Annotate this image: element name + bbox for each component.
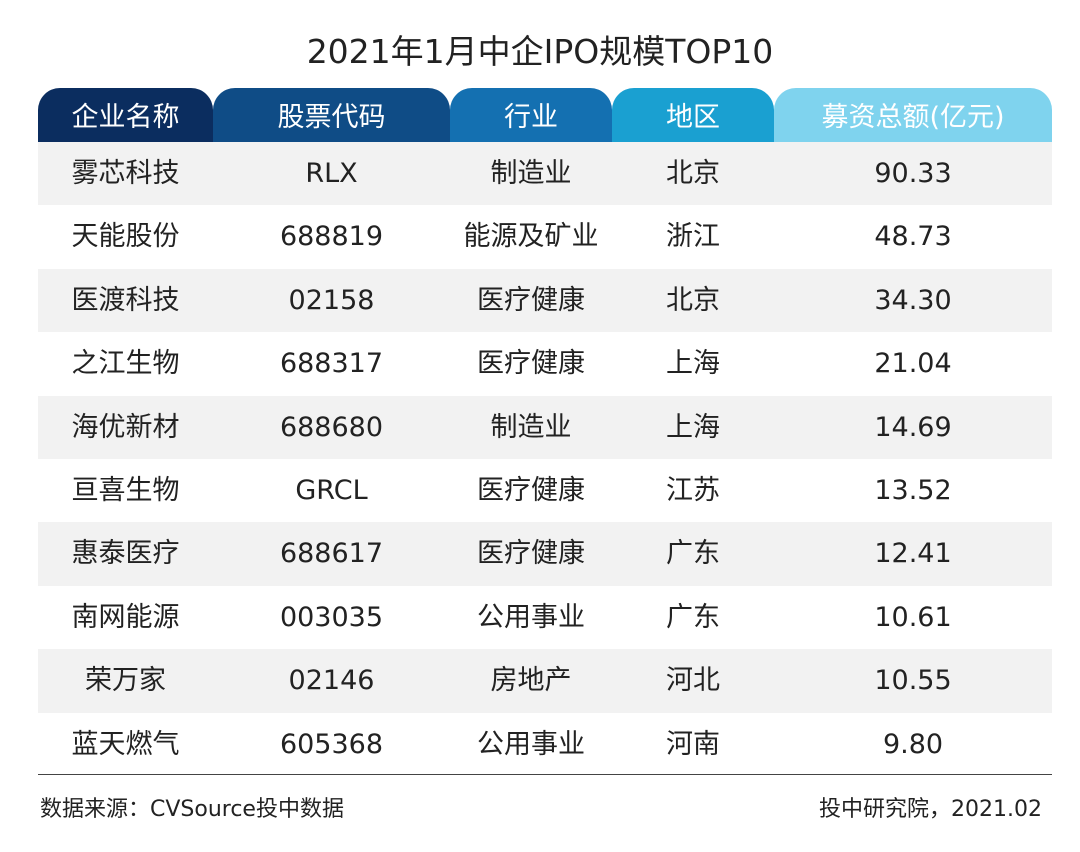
cell-stock-code: RLX xyxy=(305,158,358,189)
cell-stock-code: 02158 xyxy=(288,284,375,316)
header-region: 地区 xyxy=(612,88,774,142)
cell-company-name: 之江生物 xyxy=(71,348,180,380)
cell-amount-raised: 10.61 xyxy=(874,601,952,633)
cell-industry: 医疗健康 xyxy=(477,284,585,316)
cell-amount-raised: 14.69 xyxy=(874,411,952,443)
cell-amount-raised: 10.55 xyxy=(874,665,952,697)
cell-stock-code: 003035 xyxy=(279,601,384,633)
cell-company-name: 海优新材 xyxy=(71,411,180,443)
data-source: 数据来源：CVSource投中数据 xyxy=(40,797,344,822)
table-bottom-rule xyxy=(38,774,1052,775)
cell-stock-code: 02146 xyxy=(288,665,375,697)
ipo-table: 企业名称 股票代码 行业 地区 募资总额(亿元) 雾芯科技 RLX 制造业 北京 90.33 天能… xyxy=(38,88,1052,776)
cell-industry: 房地产 xyxy=(490,665,572,697)
cell-stock-code: 688617 xyxy=(279,538,384,570)
table-row: 雾芯科技 RLX 制造业 北京 90.33 xyxy=(38,142,1052,206)
cell-region: 江苏 xyxy=(666,474,720,506)
table-row: 医渡科技 02158 医疗健康 北京 34.30 xyxy=(38,268,1052,333)
cell-amount-raised: 21.04 xyxy=(874,348,952,380)
cell-company-name: 荣万家 xyxy=(85,665,166,697)
cell-industry: 能源及矿业 xyxy=(463,221,599,253)
cell-industry: 医疗健康 xyxy=(477,348,585,380)
cell-amount-raised: 48.73 xyxy=(874,221,952,253)
table-row: 亘喜生物 GRCL 医疗健康 江苏 13.52 xyxy=(38,459,1052,522)
cell-stock-code: 605368 xyxy=(279,728,384,760)
cell-region: 上海 xyxy=(666,348,720,380)
table-row: 天能股份 688819 能源及矿业 浙江 48.73 xyxy=(38,205,1052,268)
cell-stock-code: 688317 xyxy=(279,348,384,380)
cell-industry: 医疗健康 xyxy=(477,538,585,570)
chart-title: 2021年1月中企IPO规模TOP10 xyxy=(306,32,774,71)
cell-amount-raised: 13.52 xyxy=(874,474,952,506)
table-body: 雾芯科技 RLX 制造业 北京 90.33 天能股份 688819 能源及矿业 浙江 48.73 医… xyxy=(38,142,1052,776)
table-row: 南网能源 003035 公用事业 广东 10.61 xyxy=(38,586,1052,649)
cell-stock-code: GRCL xyxy=(295,474,368,506)
cell-company-name: 天能股份 xyxy=(71,221,180,253)
cell-region: 北京 xyxy=(666,158,720,189)
table-row: 之江生物 688317 医疗健康 上海 21.04 xyxy=(38,332,1052,395)
cell-company-name: 惠泰医疗 xyxy=(71,538,180,570)
cell-amount-raised: 90.33 xyxy=(874,158,952,189)
cell-company-name: 医渡科技 xyxy=(71,284,180,316)
cell-region: 河北 xyxy=(666,665,720,697)
cell-industry: 公用事业 xyxy=(477,601,585,633)
table-row: 蓝天燃气 605368 公用事业 河南 9.80 xyxy=(38,713,1052,776)
cell-industry: 公用事业 xyxy=(477,728,585,760)
header-industry: 行业 xyxy=(450,88,612,142)
cell-amount-raised: 9.80 xyxy=(882,728,944,760)
cell-stock-code: 688680 xyxy=(279,411,384,443)
header-stock-code: 股票代码 xyxy=(213,88,450,142)
credit-line: 投中研究院，2021.02 xyxy=(819,797,1042,822)
cell-region: 河南 xyxy=(666,728,720,760)
cell-industry: 医疗健康 xyxy=(477,474,585,506)
cell-amount-raised: 34.30 xyxy=(874,284,952,316)
cell-industry: 制造业 xyxy=(490,158,572,189)
header-amount-raised: 募资总额(亿元) xyxy=(774,88,1052,142)
cell-company-name: 亘喜生物 xyxy=(71,474,180,506)
cell-region: 北京 xyxy=(666,284,720,316)
table-row: 荣万家 02146 房地产 河北 10.55 xyxy=(38,649,1052,713)
cell-industry: 制造业 xyxy=(490,411,572,443)
cell-region: 上海 xyxy=(666,411,720,443)
cell-stock-code: 688819 xyxy=(279,221,384,253)
table-row: 海优新材 688680 制造业 上海 14.69 xyxy=(38,395,1052,459)
cell-region: 广东 xyxy=(666,538,720,570)
cell-region: 广东 xyxy=(666,601,720,633)
cell-company-name: 南网能源 xyxy=(71,601,180,633)
cell-region: 浙江 xyxy=(666,221,720,253)
cell-company-name: 蓝天燃气 xyxy=(71,728,180,760)
cell-amount-raised: 12.41 xyxy=(874,538,952,570)
table-row: 惠泰医疗 688617 医疗健康 广东 12.41 xyxy=(38,522,1052,586)
table-header: 企业名称 股票代码 行业 地区 募资总额(亿元) xyxy=(38,88,1052,142)
cell-company-name: 雾芯科技 xyxy=(71,158,180,189)
header-company-name: 企业名称 xyxy=(38,88,213,142)
